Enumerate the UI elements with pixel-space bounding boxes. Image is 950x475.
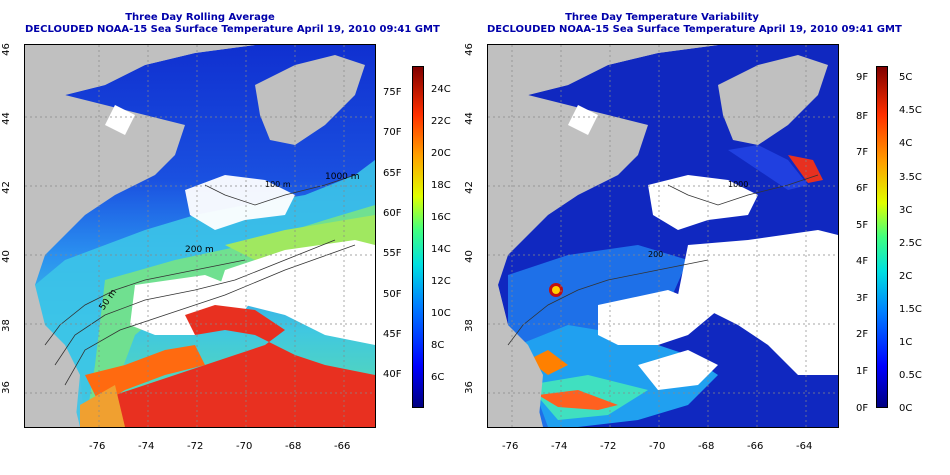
cbar-f-label: 7F	[856, 147, 869, 158]
left-xtick: -76	[89, 441, 106, 452]
left-title-line2: DECLOUDED NOAA-15 Sea Surface Temperatur…	[25, 24, 440, 35]
cbar-f-label: 55F	[383, 248, 402, 259]
right-xtick: -76	[502, 441, 519, 452]
right-xtick: -74	[551, 441, 568, 452]
right-ytick: 38	[463, 319, 475, 332]
cbar-c-label: 12C	[431, 276, 451, 287]
left-ytick: 40	[0, 250, 12, 263]
cbar-c-label: 0C	[899, 403, 913, 414]
right-title-line1: Three Day Temperature Variability	[565, 12, 759, 23]
left-title: Three Day Rolling Average DECLOUDED NOAA…	[25, 12, 440, 36]
cbar-f-label: 0F	[856, 403, 869, 414]
right-variability-map: 1000 200	[487, 44, 839, 428]
cbar-c-label: 16C	[431, 212, 451, 223]
left-ytick: 42	[0, 181, 12, 194]
cbar-c-label: 5C	[899, 72, 913, 83]
cbar-f-label: 6F	[856, 183, 869, 194]
right-ytick: 46	[463, 43, 475, 56]
right-ytick: 42	[463, 181, 475, 194]
left-xtick: -72	[187, 441, 204, 452]
contour-label-100m: 100 m	[265, 180, 291, 189]
cbar-c-label: 14C	[431, 244, 451, 255]
cbar-f-label: 8F	[856, 111, 869, 122]
left-sst-map: 50 m 200 m 1000 m 100 m	[24, 44, 376, 428]
right-title-line2: DECLOUDED NOAA-15 Sea Surface Temperatur…	[487, 24, 902, 35]
cbar-f-label: 9F	[856, 72, 869, 83]
cbar-f-label: 45F	[383, 329, 402, 340]
cbar-c-label: 0.5C	[899, 370, 922, 381]
right-xtick: -72	[600, 441, 617, 452]
cbar-c-label: 1.5C	[899, 304, 922, 315]
left-xtick: -74	[138, 441, 155, 452]
right-ytick: 40	[463, 250, 475, 263]
left-xtick: -70	[236, 441, 253, 452]
cbar-c-label: 4C	[899, 138, 913, 149]
contour-label-1000m: 1000 m	[325, 172, 360, 182]
left-xtick: -66	[334, 441, 351, 452]
right-xtick: -66	[747, 441, 764, 452]
cbar-f-label: 65F	[383, 168, 402, 179]
cbar-c-label: 3.5C	[899, 172, 922, 183]
cbar-c-label: 18C	[431, 180, 451, 191]
cbar-c-label: 4.5C	[899, 105, 922, 116]
cbar-c-label: 20C	[431, 148, 451, 159]
right-ytick: 44	[463, 112, 475, 125]
right-xtick: -70	[649, 441, 666, 452]
left-ytick: 46	[0, 43, 12, 56]
right-colorbar	[876, 66, 888, 408]
cbar-c-label: 6C	[431, 372, 445, 383]
cbar-f-label: 60F	[383, 208, 402, 219]
right-xtick: -68	[698, 441, 715, 452]
cbar-f-label: 5F	[856, 220, 869, 231]
cbar-c-label: 2.5C	[899, 238, 922, 249]
cbar-f-label: 1F	[856, 366, 869, 377]
cbar-f-label: 40F	[383, 369, 402, 380]
left-ytick: 36	[0, 381, 12, 394]
cbar-f-label: 50F	[383, 289, 402, 300]
contour-label-1000: 1000	[728, 180, 749, 189]
left-ytick: 44	[0, 112, 12, 125]
cbar-c-label: 1C	[899, 337, 913, 348]
left-title-line1: Three Day Rolling Average	[125, 12, 275, 23]
contour-label-200m: 200 m	[185, 245, 214, 255]
cbar-c-label: 24C	[431, 84, 451, 95]
cbar-c-label: 22C	[431, 116, 451, 127]
left-xtick: -68	[285, 441, 302, 452]
left-ytick: 38	[0, 319, 12, 332]
cbar-c-label: 8C	[431, 340, 445, 351]
cbar-c-label: 2C	[899, 271, 913, 282]
right-title: Three Day Temperature Variability DECLOU…	[487, 12, 902, 36]
cbar-f-label: 4F	[856, 256, 869, 267]
right-ytick: 36	[463, 381, 475, 394]
cbar-f-label: 75F	[383, 87, 402, 98]
right-xtick: -64	[796, 441, 813, 452]
cbar-f-label: 3F	[856, 293, 869, 304]
cbar-f-label: 2F	[856, 329, 869, 340]
cbar-c-label: 10C	[431, 308, 451, 319]
left-colorbar	[412, 66, 424, 408]
contour-label-200: 200	[648, 250, 664, 259]
cbar-c-label: 3C	[899, 205, 913, 216]
cbar-f-label: 70F	[383, 127, 402, 138]
